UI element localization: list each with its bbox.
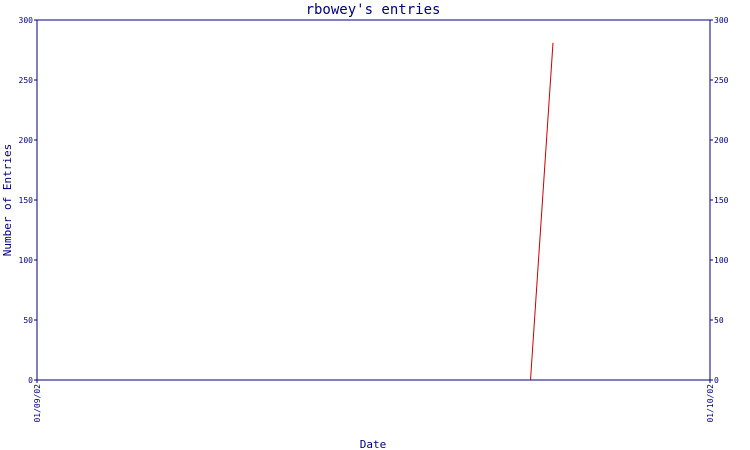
series-layer <box>530 42 554 381</box>
y-tick-label-right: 300 <box>714 16 729 25</box>
x-tick-label: 01/09/02 <box>33 384 42 423</box>
y-tick-label-right: 200 <box>714 136 729 145</box>
y-tick-label-left: 100 <box>19 256 34 265</box>
y-axis-right: 0 50 100 150 200 250 300 <box>710 16 729 385</box>
x-axis: 01/09/02 01/10/02 <box>33 380 715 423</box>
y-tick-label-right: 0 <box>714 376 719 385</box>
y-tick-label-left: 250 <box>19 76 34 85</box>
y-tick-label-right: 150 <box>714 196 729 205</box>
y-axis-left: 0 50 100 150 200 250 300 <box>19 16 37 385</box>
y-axis-label: Number of Entries <box>1 144 14 257</box>
x-tick-label: 01/10/02 <box>706 384 715 423</box>
y-tick-label-right: 50 <box>714 316 724 325</box>
y-tick-label-left: 150 <box>19 196 34 205</box>
y-tick-label-left: 300 <box>19 16 34 25</box>
chart-title: rbowey's entries <box>306 2 441 18</box>
x-axis-label: Date <box>360 438 387 450</box>
y-tick-label-right: 250 <box>714 76 729 85</box>
y-tick-label-right: 100 <box>714 256 729 265</box>
plot-frame <box>36 19 711 381</box>
series-line <box>530 42 554 381</box>
y-tick-label-left: 50 <box>23 316 33 325</box>
y-tick-label-left: 200 <box>19 136 34 145</box>
y-tick-label-left: 0 <box>28 376 33 385</box>
